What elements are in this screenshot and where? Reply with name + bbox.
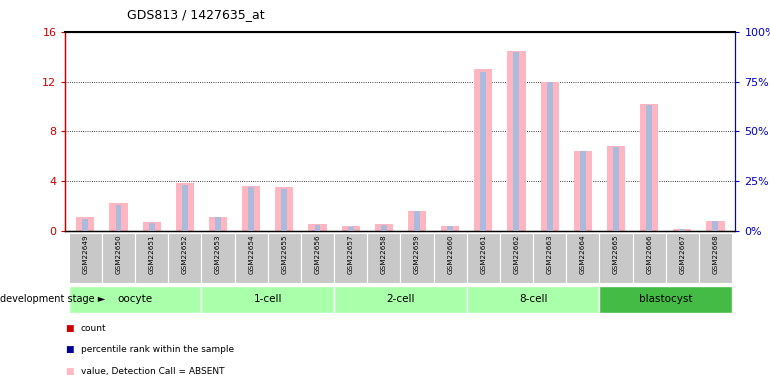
- Bar: [400, 232, 434, 283]
- Text: 1-cell: 1-cell: [253, 294, 282, 304]
- Bar: [547, 82, 553, 231]
- Bar: [533, 232, 566, 283]
- Bar: [169, 232, 202, 283]
- Bar: [182, 185, 188, 231]
- Bar: [334, 286, 467, 313]
- Bar: [135, 232, 169, 283]
- Bar: [474, 69, 493, 231]
- Text: count: count: [81, 324, 106, 333]
- Text: oocyte: oocyte: [118, 294, 152, 304]
- Bar: [467, 286, 599, 313]
- Bar: [109, 203, 128, 231]
- Text: GSM22654: GSM22654: [248, 234, 254, 274]
- Bar: [149, 223, 155, 231]
- Bar: [375, 224, 393, 231]
- Bar: [116, 205, 122, 231]
- Bar: [514, 52, 520, 231]
- Bar: [646, 105, 652, 231]
- Bar: [580, 151, 586, 231]
- Bar: [712, 222, 718, 231]
- Text: ■: ■: [65, 367, 74, 375]
- Text: GSM22649: GSM22649: [82, 234, 89, 274]
- Bar: [69, 286, 202, 313]
- Bar: [202, 232, 235, 283]
- Text: 2-cell: 2-cell: [386, 294, 415, 304]
- Text: ■: ■: [65, 324, 74, 333]
- Bar: [467, 232, 500, 283]
- Text: GSM22655: GSM22655: [281, 234, 287, 274]
- Bar: [367, 232, 400, 283]
- Bar: [281, 189, 287, 231]
- Text: GSM22656: GSM22656: [314, 234, 320, 274]
- Bar: [235, 232, 268, 283]
- Bar: [408, 211, 426, 231]
- Text: GSM22653: GSM22653: [215, 234, 221, 274]
- Text: GSM22663: GSM22663: [547, 234, 553, 274]
- Bar: [242, 186, 260, 231]
- Bar: [441, 226, 459, 231]
- Bar: [202, 286, 334, 313]
- Bar: [434, 232, 467, 283]
- Text: GSM22664: GSM22664: [580, 234, 586, 274]
- Text: development stage ►: development stage ►: [0, 294, 105, 304]
- Bar: [574, 151, 592, 231]
- Bar: [599, 286, 732, 313]
- Text: GDS813 / 1427635_at: GDS813 / 1427635_at: [127, 8, 265, 21]
- Bar: [640, 104, 658, 231]
- Bar: [632, 232, 666, 283]
- Bar: [215, 217, 221, 231]
- Text: GSM22667: GSM22667: [679, 234, 685, 274]
- Text: GSM22661: GSM22661: [480, 234, 487, 274]
- Bar: [334, 232, 367, 283]
- Bar: [541, 82, 559, 231]
- Bar: [82, 219, 89, 231]
- Bar: [348, 226, 353, 231]
- Bar: [314, 225, 320, 231]
- Text: GSM22657: GSM22657: [347, 234, 353, 274]
- Text: GSM22652: GSM22652: [182, 234, 188, 274]
- Text: percentile rank within the sample: percentile rank within the sample: [81, 345, 234, 354]
- Text: blastocyst: blastocyst: [639, 294, 692, 304]
- Bar: [706, 221, 725, 231]
- Bar: [480, 72, 487, 231]
- Bar: [176, 183, 194, 231]
- Bar: [102, 232, 135, 283]
- Bar: [342, 226, 360, 231]
- Text: value, Detection Call = ABSENT: value, Detection Call = ABSENT: [81, 367, 224, 375]
- Text: GSM22651: GSM22651: [149, 234, 155, 274]
- Bar: [679, 230, 685, 231]
- Bar: [142, 222, 161, 231]
- Bar: [613, 147, 619, 231]
- Text: GSM22650: GSM22650: [116, 234, 122, 274]
- Bar: [599, 232, 632, 283]
- Text: GSM22666: GSM22666: [646, 234, 652, 274]
- Bar: [507, 51, 526, 231]
- Text: GSM22668: GSM22668: [712, 234, 718, 274]
- Bar: [69, 232, 102, 283]
- Bar: [673, 230, 691, 231]
- Text: GSM22662: GSM22662: [514, 234, 520, 274]
- Bar: [308, 224, 326, 231]
- Bar: [301, 232, 334, 283]
- Bar: [414, 211, 420, 231]
- Bar: [566, 232, 599, 283]
- Bar: [209, 217, 227, 231]
- Bar: [699, 232, 732, 283]
- Text: GSM22659: GSM22659: [414, 234, 420, 274]
- Bar: [666, 232, 699, 283]
- Bar: [275, 187, 293, 231]
- Bar: [248, 187, 254, 231]
- Bar: [381, 225, 387, 231]
- Bar: [268, 232, 301, 283]
- Text: GSM22660: GSM22660: [447, 234, 454, 274]
- Text: GSM22665: GSM22665: [613, 234, 619, 274]
- Bar: [500, 232, 533, 283]
- Text: 8-cell: 8-cell: [519, 294, 547, 304]
- Text: ■: ■: [65, 345, 74, 354]
- Text: GSM22658: GSM22658: [381, 234, 387, 274]
- Bar: [447, 226, 453, 231]
- Bar: [607, 146, 625, 231]
- Bar: [76, 217, 95, 231]
